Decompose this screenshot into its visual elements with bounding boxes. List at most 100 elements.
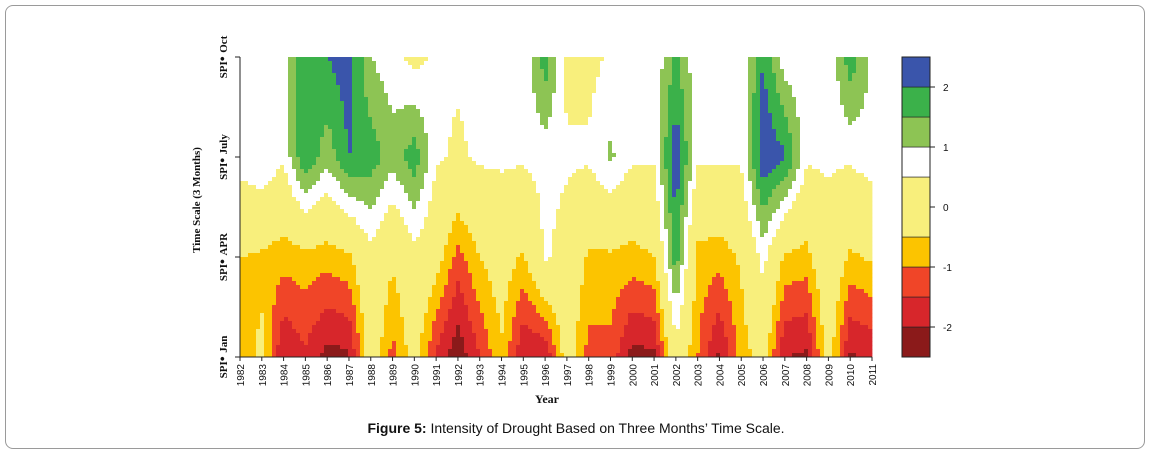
- heat-cell: [832, 93, 837, 98]
- heat-cell: [308, 165, 313, 170]
- heat-cell: [772, 137, 777, 142]
- heat-cell: [440, 73, 445, 78]
- heat-cell: [260, 57, 265, 62]
- heat-cell: [732, 93, 737, 98]
- heat-cell: [608, 85, 613, 90]
- heat-cell: [688, 65, 693, 70]
- heat-cell: [464, 137, 469, 142]
- heat-cell: [420, 85, 425, 90]
- heat-cell: [560, 113, 565, 118]
- heat-cell: [660, 133, 665, 138]
- heat-cell: [828, 61, 833, 66]
- heat-cell: [720, 137, 725, 142]
- heat-cell: [348, 113, 353, 118]
- heat-cell: [412, 121, 417, 126]
- heat-cell: [816, 101, 821, 106]
- heat-cell: [632, 165, 637, 170]
- heat-cell: [644, 129, 649, 134]
- heat-cell: [464, 97, 469, 102]
- heat-cell: [592, 121, 597, 126]
- heat-cell: [684, 73, 689, 78]
- heat-cell: [392, 69, 397, 74]
- heat-cell: [708, 61, 713, 66]
- heat-cell: [396, 97, 401, 102]
- heat-cell: [732, 89, 737, 94]
- heat-cell: [508, 117, 513, 122]
- heat-cell: [484, 81, 489, 86]
- heat-cell: [588, 141, 593, 146]
- heat-cell: [728, 133, 733, 138]
- heat-cell: [840, 105, 845, 110]
- heat-cell: [688, 61, 693, 66]
- heat-cell: [724, 65, 729, 70]
- heat-cell: [788, 157, 793, 162]
- heat-cell: [368, 89, 373, 94]
- heat-cell: [552, 121, 557, 126]
- heat-cell: [696, 77, 701, 82]
- heat-cell: [704, 69, 709, 74]
- heat-cell: [632, 113, 637, 118]
- heat-cell: [724, 93, 729, 98]
- heat-cell: [672, 73, 677, 78]
- heat-cell: [464, 101, 469, 106]
- heat-cell: [244, 89, 249, 94]
- heat-cell: [816, 121, 821, 126]
- heat-cell: [256, 57, 261, 62]
- heat-cell: [424, 165, 429, 170]
- heat-cell: [840, 177, 845, 182]
- heat-cell: [808, 145, 813, 150]
- heat-cell: [248, 161, 253, 166]
- heat-cell: [432, 93, 437, 98]
- heat-cell: [264, 109, 269, 114]
- heat-cell: [660, 149, 665, 154]
- heat-cell: [308, 77, 313, 82]
- heat-cell: [744, 125, 749, 130]
- heat-cell: [440, 137, 445, 142]
- heat-cell: [692, 69, 697, 74]
- heat-cell: [668, 113, 673, 118]
- heat-cell: [756, 101, 761, 106]
- heat-cell: [352, 73, 357, 78]
- heat-cell: [488, 125, 493, 130]
- heat-cell: [672, 69, 677, 74]
- heat-cell: [636, 141, 641, 146]
- heat-cell: [812, 101, 817, 106]
- heat-cell: [792, 65, 797, 70]
- heat-cell: [492, 105, 497, 110]
- heat-cell: [588, 173, 593, 178]
- heat-cell: [364, 65, 369, 70]
- heat-cell: [800, 141, 805, 146]
- heat-cell: [740, 109, 745, 114]
- heat-cell: [592, 157, 597, 162]
- heat-cell: [256, 109, 261, 114]
- heat-cell: [664, 165, 669, 170]
- heat-cell: [768, 169, 773, 174]
- heat-cell: [528, 141, 533, 146]
- heat-cell: [688, 81, 693, 86]
- heat-cell: [376, 125, 381, 130]
- heat-cell: [868, 109, 873, 114]
- heat-cell: [332, 85, 337, 90]
- heat-cell: [292, 65, 297, 70]
- heat-cell: [544, 121, 549, 126]
- heat-cell: [828, 149, 833, 154]
- heat-cell: [448, 101, 453, 106]
- heat-cell: [716, 105, 721, 110]
- heat-cell: [288, 153, 293, 158]
- heat-cell: [820, 69, 825, 74]
- heat-cell: [500, 97, 505, 102]
- heat-cell: [792, 173, 797, 178]
- heat-cell: [832, 81, 837, 86]
- heat-cell: [584, 169, 589, 174]
- heat-cell: [408, 73, 413, 78]
- heat-cell: [656, 177, 661, 182]
- heat-cell: [752, 161, 757, 166]
- heat-cell: [444, 133, 449, 138]
- heat-cell: [844, 89, 849, 94]
- heat-cell: [388, 57, 393, 62]
- heat-cell: [636, 145, 641, 150]
- heat-cell: [328, 157, 333, 162]
- heat-cell: [312, 89, 317, 94]
- heat-cell: [864, 161, 869, 166]
- heat-cell: [684, 149, 689, 154]
